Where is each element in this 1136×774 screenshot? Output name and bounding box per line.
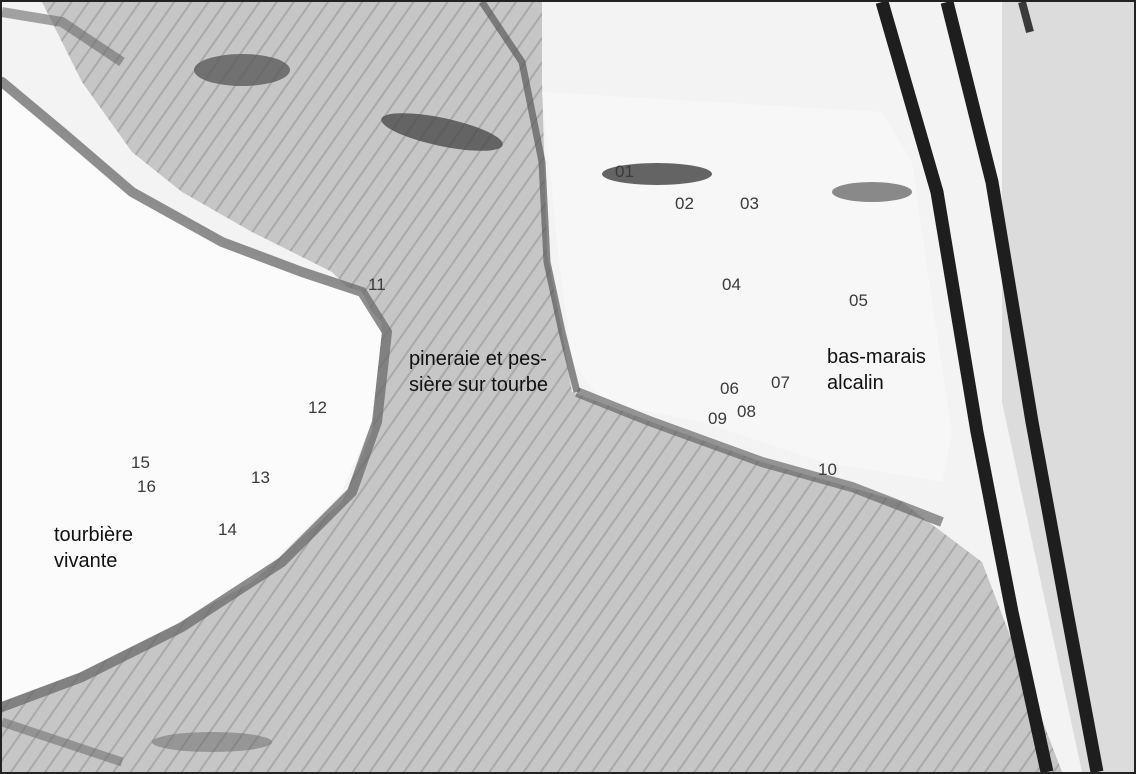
point-label-12: 12 (308, 398, 327, 417)
zone-label-tourbiere: tourbière vivante (54, 522, 133, 574)
point-label-04: 04 (722, 275, 741, 294)
zone-tourbiere-line2: vivante (54, 550, 118, 572)
point-label-06: 06 (720, 379, 739, 398)
ditch-left (875, 2, 1054, 772)
point-label-09: 09 (708, 409, 727, 428)
point-label-05: 05 (849, 291, 868, 310)
point-label-11: 11 (368, 275, 386, 294)
point-label-13: 13 (251, 468, 270, 487)
point-label-10: 10 (818, 460, 837, 479)
point-label-14: 14 (218, 520, 237, 539)
ditch-right (940, 2, 1104, 772)
point-label-08: 08 (737, 402, 756, 421)
point-label-07: 07 (771, 373, 790, 392)
zone-pineraie-line1: pineraie et pes- (409, 348, 547, 370)
point-label-16: 16 (137, 477, 156, 496)
forest-area (2, 2, 1062, 772)
point-label-15: 15 (131, 453, 150, 472)
bog-area (2, 82, 382, 702)
zone-basmarais-line1: bas-marais (827, 346, 926, 368)
zone-label-pineraie: pineraie et pes- sière sur tourbe (409, 346, 548, 398)
zone-label-bas-marais: bas-marais alcalin (827, 344, 926, 396)
point-label-03: 03 (740, 194, 759, 213)
point-label-02: 02 (675, 194, 694, 213)
zone-pineraie-line2: sière sur tourbe (409, 374, 548, 396)
meadow-strip (1002, 2, 1134, 772)
point-label-01: 01 (615, 162, 634, 181)
zone-tourbiere-line1: tourbière (54, 524, 133, 546)
zone-basmarais-line2: alcalin (827, 372, 884, 394)
